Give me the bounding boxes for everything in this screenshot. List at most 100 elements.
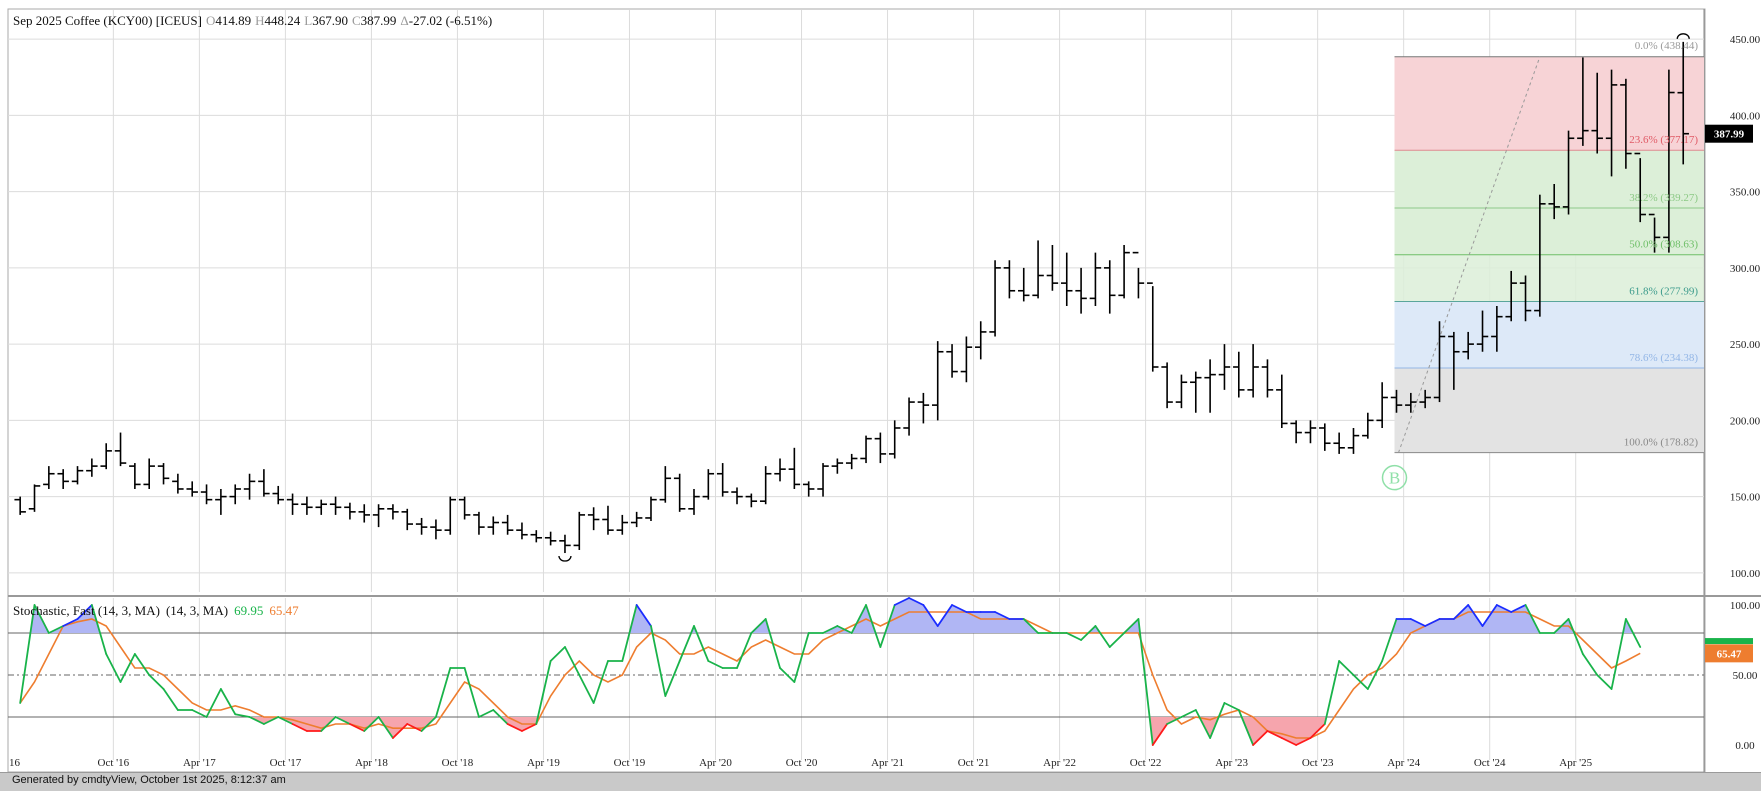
ohlc-bar	[1104, 260, 1116, 314]
stochastic-fast-segment	[62, 618, 79, 627]
ohlc-bar	[1247, 344, 1259, 398]
ohlc-bar	[759, 466, 772, 505]
low-value: 367.90	[312, 13, 348, 28]
stochastic-fast-segment	[363, 716, 380, 732]
price-tick-label: 450.00	[1730, 34, 1761, 46]
ohlc-bar	[1003, 260, 1016, 299]
ohlc-bar	[1577, 57, 1589, 146]
ohlc-bar	[974, 321, 987, 360]
ohlc-bar	[1204, 359, 1216, 413]
swing-low-marker	[558, 555, 572, 562]
stochastic-fast-segment	[1266, 730, 1283, 739]
ohlc-bar	[1333, 432, 1345, 454]
ohlc-bar	[1448, 331, 1460, 390]
ohlc-bar	[1175, 374, 1188, 409]
ohlc-bar	[286, 493, 299, 515]
stochastic-fast-segment	[693, 625, 710, 662]
ohlc-bar	[28, 484, 41, 512]
stochastic-fast-segment	[435, 667, 452, 718]
ohlc-bar	[229, 484, 241, 505]
stochastic-fast-segment	[635, 604, 652, 627]
stochastic-fast-segment	[865, 604, 882, 648]
low-label: L	[304, 13, 312, 28]
stochastic-fast-segment	[764, 618, 781, 669]
stochastic-fast-value: 69.95	[234, 603, 263, 618]
x-tick-label: Oct '21	[958, 757, 990, 769]
fib-level-label: 100.0% (178.82)	[1624, 437, 1699, 449]
fibonacci-lines	[1394, 56, 1704, 454]
stochastic-fast-segment	[1151, 723, 1169, 746]
ohlc-bar	[802, 481, 815, 497]
stochastic-tick-label: 0.00	[1735, 740, 1755, 752]
stochastic-fast-segment	[994, 611, 1011, 620]
stochastic-fast-segment	[277, 716, 294, 725]
ohlc-bar	[1433, 321, 1446, 403]
ohlc-bar	[444, 496, 457, 535]
stochastic-fast-segment	[1108, 632, 1125, 648]
stochastic-fast-segment	[90, 604, 108, 655]
stochastic-fast-segment	[191, 709, 208, 718]
ohlc-bar	[301, 496, 313, 515]
ohlc-bar	[630, 511, 643, 528]
change-label: Δ	[400, 13, 408, 28]
last-price-tag-box	[1705, 124, 1753, 143]
stochastic-fast-segment	[105, 653, 122, 683]
stochastic-fast-segment	[76, 604, 93, 620]
stochastic-fast-segment	[148, 674, 165, 690]
ohlc-bar	[1347, 427, 1360, 454]
ohlc-bar	[544, 531, 557, 546]
ohlc-bar	[1591, 72, 1603, 154]
stochastic-fast-segment	[1381, 618, 1398, 662]
x-tick-label: Apr '23	[1215, 757, 1248, 769]
stochastic-fast-segment	[1409, 618, 1427, 627]
stochastic-fast-segment	[922, 604, 939, 627]
x-tick-label: Oct '22	[1130, 757, 1162, 769]
price-tick-label: 350.00	[1730, 187, 1761, 199]
ohlc-bar	[587, 507, 600, 531]
fib-zone	[1394, 367, 1704, 453]
ohlc-bar	[157, 463, 170, 485]
ohlc-bar	[1362, 412, 1374, 439]
ohlc-bar	[716, 463, 729, 497]
stochastic-fast-segment	[578, 674, 595, 704]
stochastic-fast-segment	[1194, 709, 1212, 739]
stochastic-fast-segment	[650, 625, 667, 697]
ohlc-bar	[616, 514, 629, 535]
stochastic-fast-segment	[1252, 730, 1269, 746]
buy-signal-letter: B	[1389, 469, 1400, 488]
stochastic-fast-segment	[463, 667, 480, 718]
stochastic-axis: 0.00 50.00 100.00 65.47	[1705, 600, 1761, 752]
ohlc-bar	[745, 493, 758, 508]
stochastic-fast-segment	[1495, 604, 1513, 613]
oversold-fill	[378, 717, 436, 738]
stochastic-fast-segment	[592, 660, 609, 704]
stochastic-fast-segment	[1123, 618, 1140, 634]
ohlc-bar	[817, 463, 829, 497]
ohlc-bar	[372, 504, 385, 528]
price-tick-label: 150.00	[1730, 492, 1761, 504]
stochastic-fast-segment	[951, 604, 968, 613]
ohlc-bar	[960, 336, 973, 383]
last-price-tag-text: 387.99	[1714, 129, 1745, 141]
stochastic-fast-segment	[779, 667, 796, 683]
ohlc-bar	[645, 496, 657, 522]
ohlc-bar	[129, 463, 141, 489]
ohlc-bar	[1648, 213, 1661, 253]
stochastic-fast-segment	[133, 653, 151, 676]
stochastic-fast-segment	[822, 625, 839, 634]
ohlc-bar	[57, 469, 69, 489]
stochastic-slow-tag: 65.47	[1705, 644, 1753, 663]
ohlc-bar	[114, 432, 127, 467]
stochastic-fast-segment	[621, 604, 638, 662]
stochastic-fast-segment	[1237, 709, 1255, 746]
ohlc-bar	[243, 473, 256, 500]
stochastic-fast-segment	[349, 723, 366, 732]
ohlc-bar	[1046, 245, 1059, 291]
stochastic-fast-segment	[205, 688, 222, 718]
stochastic-fast-segment	[1567, 618, 1584, 655]
price-tick-label: 200.00	[1730, 415, 1761, 427]
ohlc-bar	[1491, 306, 1503, 352]
symbol-title: Sep 2025 Coffee (KCY00) [ICEUS]	[13, 13, 202, 28]
